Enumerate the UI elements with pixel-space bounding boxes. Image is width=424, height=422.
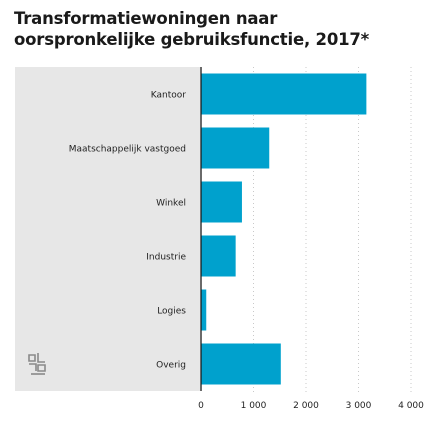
bar	[201, 181, 242, 223]
category-labels: Kantoor Maatschappelijk vastgoed Winkel Ind…	[69, 91, 187, 371]
bar	[201, 343, 281, 385]
category-label: Kantoor	[151, 91, 187, 101]
category-label: Maatschappelijk vastgoed	[69, 145, 186, 155]
bar	[201, 235, 236, 277]
bars	[201, 73, 367, 385]
gridlines	[253, 67, 412, 395]
bar	[201, 127, 270, 169]
x-tick-labels: 0 1 000 2 000 3 000 4 000	[198, 401, 424, 411]
x-tick-label: 2 000	[293, 401, 319, 411]
bar	[201, 289, 207, 331]
bar	[201, 73, 367, 115]
category-label: Overig	[156, 361, 186, 371]
x-tick-label: 3 000	[346, 401, 372, 411]
category-label: Industrie	[146, 253, 186, 263]
chart-title: Transformatiewoningen naar oorspronkelij…	[14, 9, 370, 49]
x-tick-label: 1 000	[241, 401, 267, 411]
category-label-panel	[15, 67, 200, 391]
x-tick-label: 4 000	[398, 401, 424, 411]
category-label: Logies	[157, 307, 186, 317]
category-label: Winkel	[156, 199, 186, 209]
cbs-logo-icon	[28, 353, 46, 375]
x-tick-label: 0	[198, 401, 204, 411]
